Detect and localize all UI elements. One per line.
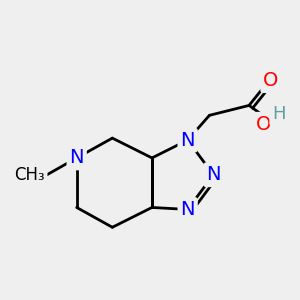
Text: N: N	[180, 200, 195, 219]
Text: N: N	[206, 165, 221, 184]
Text: N: N	[69, 148, 84, 167]
Text: CH₃: CH₃	[14, 166, 45, 184]
Text: N: N	[180, 130, 195, 150]
Text: H: H	[272, 105, 286, 123]
Text: O: O	[256, 115, 272, 134]
Text: O: O	[263, 71, 279, 90]
